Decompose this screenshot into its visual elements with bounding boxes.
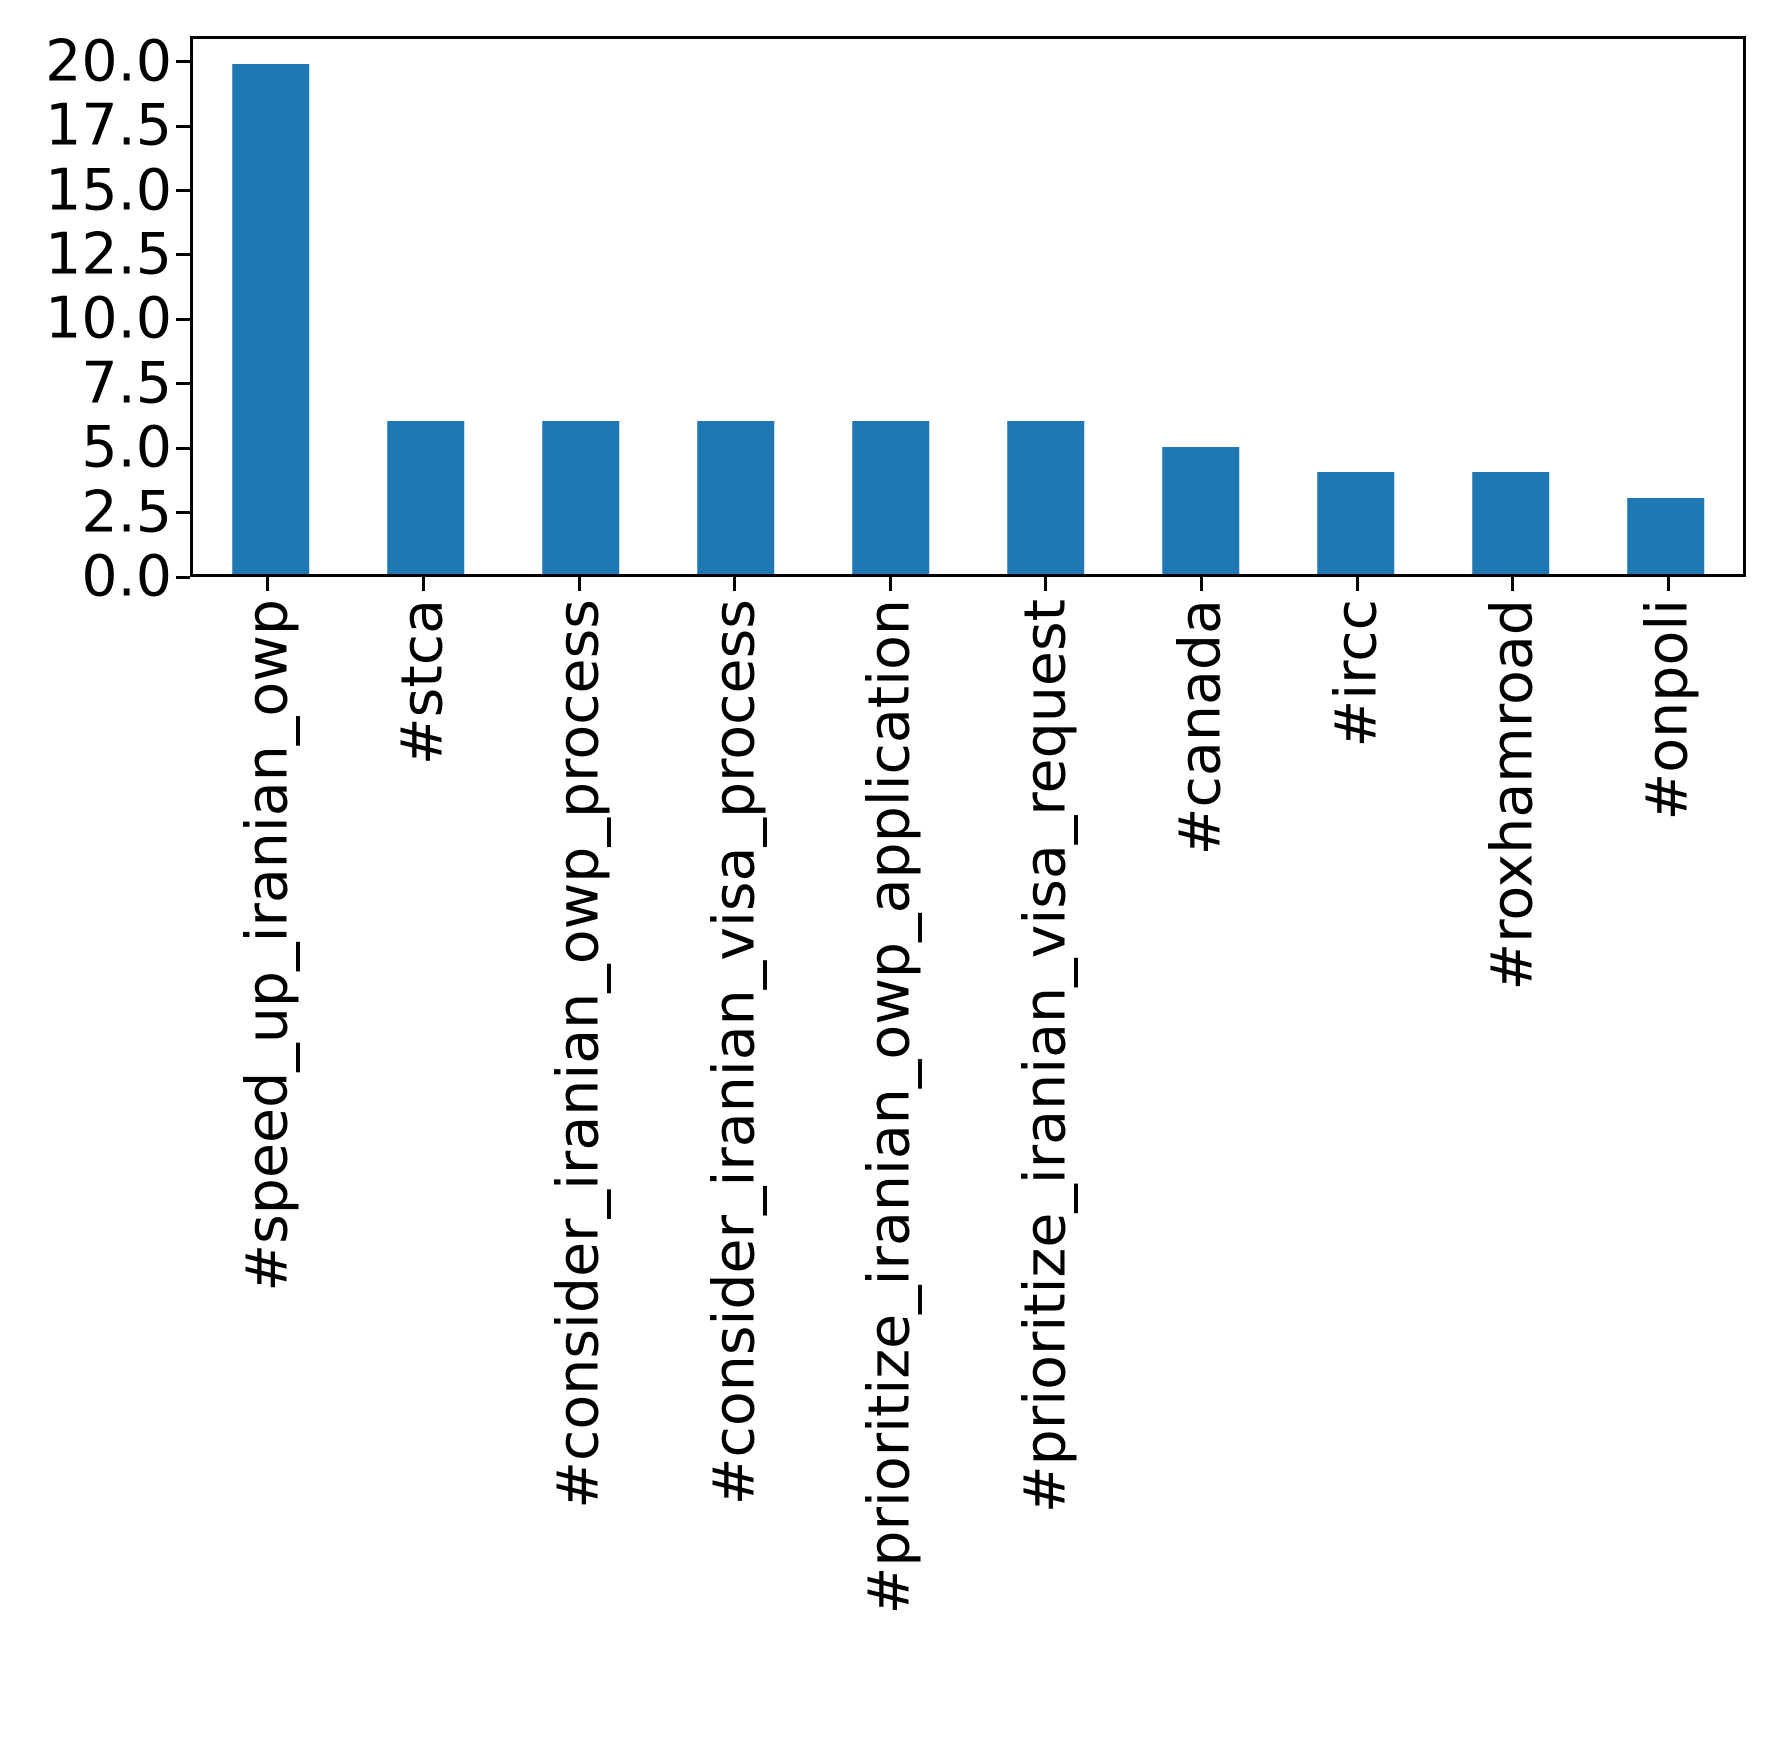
bar-speed-up-iranian-owp [231, 64, 310, 574]
bar-stca [386, 421, 465, 574]
y-tick-label-15.0: 15.0 [45, 157, 172, 224]
y-tick-mark-12.5 [176, 253, 190, 257]
bar-onpoli [1626, 497, 1705, 574]
bar-roxhamroad [1471, 472, 1550, 574]
x-tick-mark-6 [1044, 577, 1048, 591]
y-tick-label-17.5: 17.5 [45, 92, 172, 159]
x-tick-mark-1 [266, 577, 270, 591]
y-tick-mark-7.5 [176, 382, 190, 386]
y-tick-label-10.0: 10.0 [45, 285, 172, 352]
y-tick-mark-20.0 [176, 60, 190, 64]
x-tick-label-ircc: #ircc [1323, 599, 1390, 748]
x-tick-label-canada: #canada [1167, 599, 1234, 856]
y-tick-label-20.0: 20.0 [45, 28, 172, 95]
y-tick-mark-10.0 [176, 317, 190, 321]
x-tick-label-consider-iranian-owp-process: #consider_iranian_owp_process [545, 599, 612, 1509]
y-tick-mark-5.0 [176, 446, 190, 450]
bar-prioritize-iranian-owp-application [851, 421, 930, 574]
bar-consider-iranian-owp-process [541, 421, 620, 574]
x-tick-mark-7 [1199, 577, 1203, 591]
x-tick-label-prioritize-iranian-visa-request: #prioritize_iranian_visa_request [1012, 599, 1079, 1514]
x-tick-mark-9 [1511, 577, 1515, 591]
bar-canada [1161, 446, 1240, 574]
x-tick-label-prioritize-iranian-owp-application: #prioritize_iranian_owp_application [856, 599, 923, 1615]
x-tick-label-onpoli: #onpoli [1634, 599, 1701, 821]
y-tick-label-0.0: 0.0 [81, 543, 172, 610]
y-tick-mark-2.5 [176, 511, 190, 515]
x-tick-label-stca: #stca [389, 599, 456, 766]
y-tick-label-12.5: 12.5 [45, 221, 172, 288]
plot-area [190, 36, 1746, 577]
x-tick-label-roxhamroad: #roxhamroad [1479, 599, 1546, 991]
x-tick-mark-8 [1355, 577, 1359, 591]
bar-consider-iranian-visa-process [696, 421, 775, 574]
x-tick-label-speed-up-iranian-owp: #speed_up_iranian_owp [234, 599, 301, 1292]
y-tick-label-5.0: 5.0 [81, 414, 172, 481]
y-tick-mark-17.5 [176, 124, 190, 128]
y-tick-label-7.5: 7.5 [81, 350, 172, 417]
x-tick-mark-2 [421, 577, 425, 591]
y-tick-mark-15.0 [176, 189, 190, 193]
y-tick-label-2.5: 2.5 [81, 479, 172, 546]
x-tick-mark-5 [888, 577, 892, 591]
x-tick-mark-10 [1666, 577, 1670, 591]
y-tick-mark-0.0 [176, 575, 190, 579]
x-tick-mark-4 [733, 577, 737, 591]
x-tick-label-consider-iranian-visa-process: #consider_iranian_visa_process [701, 599, 768, 1506]
bar-ircc [1316, 472, 1395, 574]
bar-prioritize-iranian-visa-request [1006, 421, 1085, 574]
x-tick-mark-3 [577, 577, 581, 591]
